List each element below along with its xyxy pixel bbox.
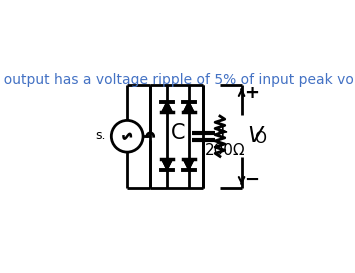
Polygon shape: [162, 159, 173, 170]
Polygon shape: [184, 102, 194, 112]
Text: s.: s.: [95, 129, 106, 142]
Text: C: C: [171, 123, 186, 143]
Text: V: V: [247, 126, 263, 146]
Polygon shape: [184, 159, 194, 170]
Polygon shape: [162, 102, 173, 112]
Text: +: +: [244, 84, 259, 102]
Text: O: O: [254, 131, 266, 146]
Text: −: −: [244, 171, 259, 189]
Text: ow, the output has a voltage ripple of 5% of input peak voltage. A: ow, the output has a voltage ripple of 5…: [0, 73, 355, 87]
Text: +: +: [217, 125, 228, 139]
Text: 200Ω: 200Ω: [205, 143, 246, 158]
